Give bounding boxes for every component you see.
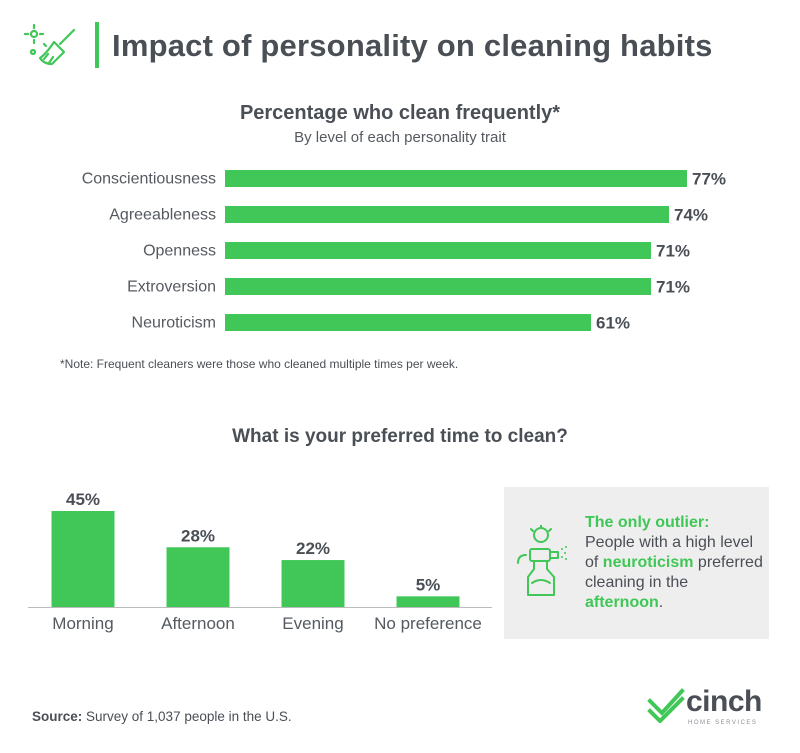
column [396,596,460,607]
logo-wordmark: cinch [686,685,762,718]
cinch-logo: cinch HOME SERVICES [646,683,770,733]
chart1-title: Percentage who clean frequently* [239,102,561,124]
source-text: Survey of 1,037 people in the U.S. [82,709,292,724]
callout-text: The only outlier: People with a high lev… [585,513,765,613]
column-category-label: No preference [374,614,482,633]
checkmark-logo-icon [647,688,685,723]
column-value-label: 22% [296,539,330,558]
column-value-label: 5% [416,575,441,594]
chart1-subtitle: By level of each personality trait [294,129,506,146]
bar [225,242,651,259]
bar [225,206,669,223]
chart2-title: What is your preferred time to clean? [232,426,568,447]
column [281,560,345,607]
page-title: Impact of personality on cleaning habits [112,28,713,63]
bar [225,170,687,187]
callout-heading: The only outlier: [585,514,710,531]
column-category-label: Morning [52,614,113,633]
outlier-callout: The only outlier: People with a high lev… [504,487,769,639]
column-category-label: Afternoon [161,614,235,633]
column-value-label: 28% [181,526,215,545]
callout-text-part-2: preferred cleaning in the [585,554,763,591]
source-label: Source: [32,709,83,724]
personality-bar-chart: Conscientiousness 77% Agreeableness 74% Open… [82,170,726,333]
bar-value-label: 77% [692,170,726,189]
preferred-time-column-chart: 45% Morning 28% Afternoon 22% Evening 5% No pre… [28,490,492,633]
bar-category-label: Conscientiousness [82,171,216,188]
column [166,547,230,607]
bar-category-label: Agreeableness [109,207,216,224]
callout-highlight-afternoon: afternoon [585,594,659,611]
broom-sparkle-icon [24,24,76,66]
column-category-label: Evening [282,614,343,633]
bar-category-label: Extroversion [127,279,216,296]
bar-value-label: 74% [674,206,708,225]
bar-category-label: Openness [143,243,216,260]
bar [225,314,591,331]
header-divider [95,22,99,68]
callout-text-part-3: . [658,594,664,611]
source-note: Source: Survey of 1,037 people in the U.… [32,709,292,724]
column-value-label: 45% [66,490,100,509]
bar-category-label: Neuroticism [132,315,216,332]
bar-value-label: 71% [656,278,690,297]
bar-value-label: 71% [656,242,690,261]
spray-bottle-icon [517,525,567,596]
bar [225,278,651,295]
bar-value-label: 61% [596,314,630,333]
callout-text-part-1: People with a high level of [585,534,754,571]
logo-tagline: HOME SERVICES [688,720,758,726]
column [51,511,115,607]
chart1-note: *Note: Frequent cleaners were those who … [60,357,459,371]
callout-highlight-neuroticism: neuroticism [602,554,694,571]
